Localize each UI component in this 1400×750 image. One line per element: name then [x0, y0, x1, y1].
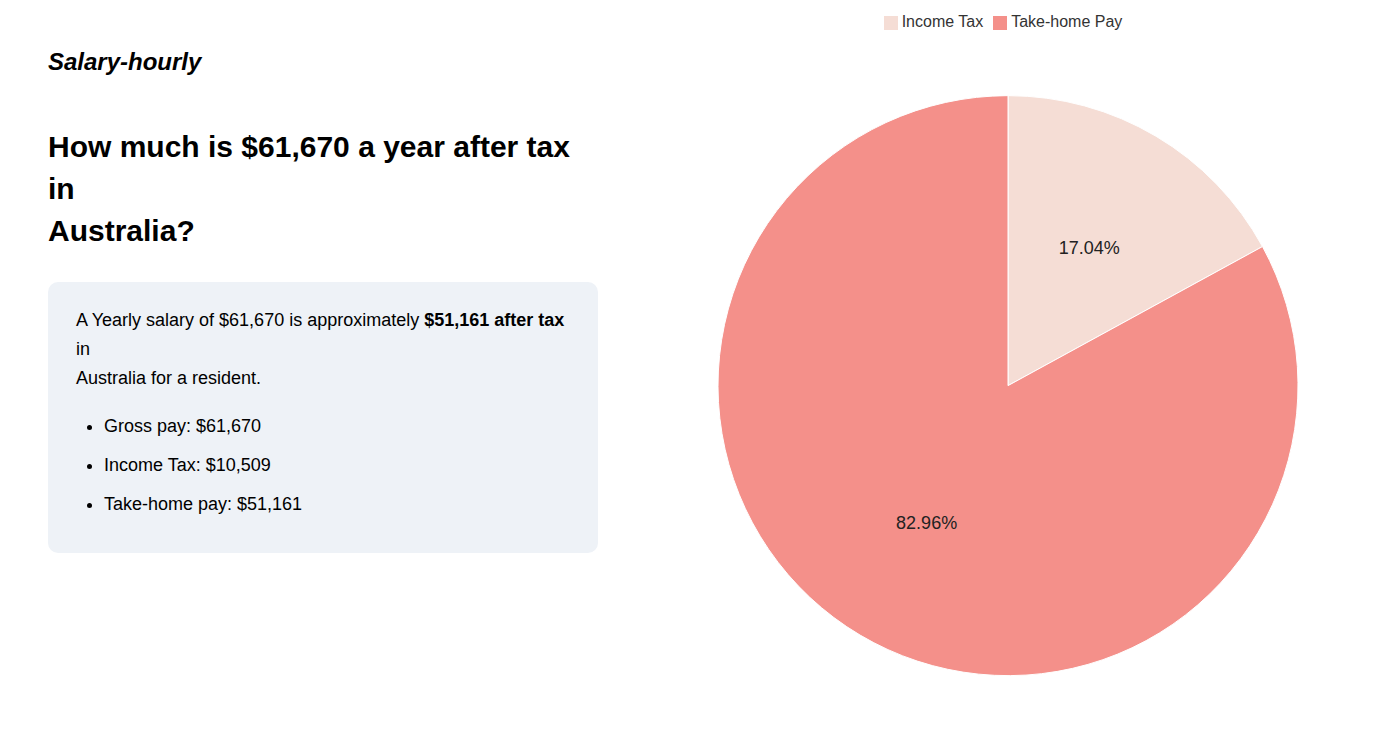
- svg-text:17.04%: 17.04%: [1059, 238, 1120, 258]
- html-text:Australia?: Australia?: [48, 214, 195, 247]
- html-text:Salary-hourly: Salary-hourly: [48, 48, 202, 75]
- svg-text:82.96%: 82.96%: [896, 513, 957, 533]
- html-text:How much is $61,670 a year aft: How much is $61,670 a year after tax in: [48, 130, 570, 205]
- html-text:Income Tax: $10,509: Income Tax: $10,509: [104, 455, 271, 476]
- html-text:Gross pay: $61,670: Gross pay: $61,670: [104, 416, 262, 437]
- html-text:Take-home pay: $51,161: Take-home pay: $51,161: [104, 494, 303, 514]
- html-text:Take-home Pay: Take-home Pay: [1011, 13, 1123, 30]
- html-text:A Yearly salary of $61,670 is: A Yearly salary of $61,670 is approximat…: [76, 310, 570, 359]
- html-text:Income Tax: Income Tax: [901, 13, 984, 30]
- html-text:Australia for a resident.: Australia for a resident.: [76, 367, 262, 388]
